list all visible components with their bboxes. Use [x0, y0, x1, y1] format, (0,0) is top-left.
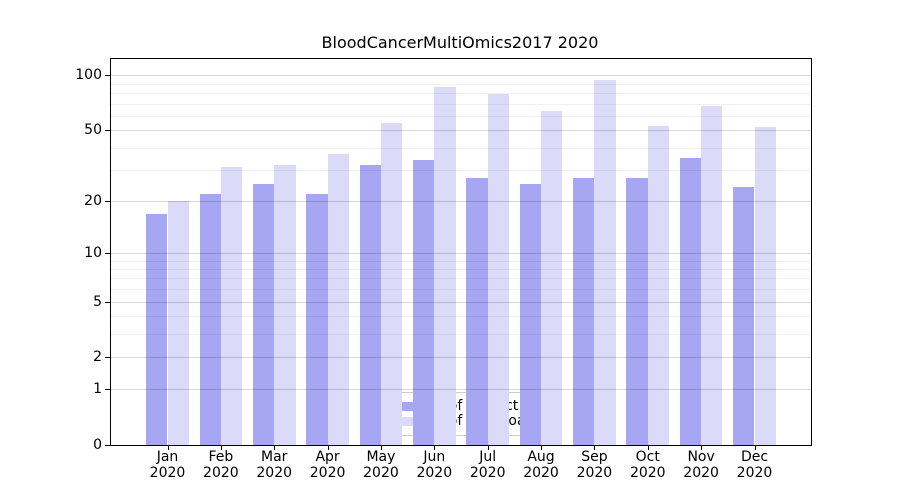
bar-downloads-jan — [167, 201, 189, 445]
x-tick-year-nov: 2020 — [683, 464, 719, 481]
y-tick-label-5: 5 — [93, 293, 102, 310]
x-tick-label-jul: Jul 2020 — [456, 449, 520, 481]
x-tick-mark-may — [380, 445, 382, 450]
x-tick-month-nov: Nov — [687, 449, 715, 465]
bar-downloads-dec — [754, 127, 776, 445]
y-tick-label-50: 50 — [84, 122, 102, 139]
bar-downloads-may — [380, 122, 403, 445]
y-tick-mark-5 — [105, 301, 110, 303]
x-tick-mark-sep — [594, 445, 596, 450]
x-tick-year-aug: 2020 — [523, 464, 559, 481]
x-tick-month-aug: Aug — [527, 449, 555, 465]
bar-ips-may — [359, 165, 381, 445]
x-tick-year-oct: 2020 — [629, 464, 666, 481]
gridline-minor-80 — [111, 93, 811, 95]
x-tick-month-jul: Jul — [479, 449, 497, 465]
x-tick-label-aug: Aug 2020 — [509, 449, 573, 481]
legend-item-downloads: Nb of downloads — [387, 414, 542, 429]
y-tick-mark-10 — [105, 252, 110, 254]
x-tick-year-feb: 2020 — [203, 464, 239, 481]
x-tick-label-jun: Jun 2020 — [402, 449, 466, 481]
x-tick-label-nov: Nov 2020 — [669, 449, 733, 481]
y-tick-label-100: 100 — [75, 67, 102, 84]
y-tick-label-10: 10 — [84, 244, 102, 261]
y-tick-mark-1 — [105, 389, 110, 391]
y-tick-mark-100 — [105, 75, 110, 77]
x-tick-year-mar: 2020 — [256, 464, 293, 481]
bar-downloads-sep — [594, 79, 616, 445]
bar-downloads-aug — [541, 110, 563, 445]
bar-ips-feb — [199, 193, 221, 445]
legend-item-ips: Nb of distinct IPs — [387, 399, 542, 414]
x-tick-year-jan: 2020 — [149, 464, 186, 481]
x-tick-year-sep: 2020 — [576, 464, 613, 481]
bar-ips-sep — [573, 178, 595, 445]
x-tick-month-mar: Mar — [261, 449, 288, 465]
y-tick-label-20: 20 — [84, 193, 102, 210]
x-tick-mark-mar — [274, 445, 276, 450]
bar-downloads-jul — [487, 94, 510, 445]
x-tick-year-apr: 2020 — [309, 464, 346, 481]
bar-ips-oct — [626, 178, 648, 445]
x-tick-label-jan: Jan 2020 — [136, 449, 200, 481]
x-tick-month-dec: Dec — [740, 449, 769, 465]
chart-title: BloodCancerMultiOmics2017 2020 — [321, 33, 599, 52]
x-tick-year-jul: 2020 — [469, 464, 506, 481]
y-tick-mark-20 — [105, 201, 110, 203]
x-tick-month-jun: Jun — [423, 449, 446, 465]
bar-downloads-nov — [701, 105, 723, 445]
y-tick-label-0: 0 — [93, 437, 102, 453]
y-tick-mark-2 — [105, 357, 110, 359]
x-tick-label-oct: Oct 2020 — [616, 449, 680, 481]
bar-downloads-mar — [274, 165, 296, 445]
x-tick-year-may: 2020 — [363, 464, 399, 481]
x-tick-mark-apr — [327, 445, 329, 450]
bar-downloads-feb — [220, 167, 243, 445]
gridline-100 — [111, 75, 811, 77]
y-tick-label-1: 1 — [93, 381, 102, 398]
x-tick-month-may: May — [366, 449, 396, 465]
x-tick-mark-feb — [220, 445, 222, 450]
x-tick-mark-oct — [647, 445, 649, 450]
x-tick-month-apr: Apr — [315, 449, 340, 465]
x-tick-month-oct: Oct — [635, 449, 660, 465]
x-tick-month-sep: Sep — [581, 449, 608, 465]
bar-downloads-jun — [434, 87, 456, 445]
gridline-minor-70 — [111, 103, 811, 105]
x-tick-mark-jun — [434, 445, 436, 450]
y-tick-mark-50 — [105, 130, 110, 132]
bar-ips-aug — [519, 184, 542, 445]
plot-area: Nb of distinct IPsNb of downloads — [110, 58, 812, 446]
x-tick-label-dec: Dec 2020 — [723, 449, 787, 481]
x-tick-mark-aug — [541, 445, 543, 450]
gridline-minor-90 — [111, 83, 811, 85]
bar-downloads-oct — [647, 125, 670, 445]
x-tick-year-jun: 2020 — [416, 464, 453, 481]
bar-ips-dec — [733, 187, 755, 445]
x-tick-mark-nov — [701, 445, 703, 450]
x-tick-label-sep: Sep 2020 — [562, 449, 626, 481]
bar-ips-jul — [466, 178, 488, 445]
x-tick-label-feb: Feb 2020 — [189, 449, 253, 481]
x-tick-label-may: May 2020 — [349, 449, 413, 481]
x-tick-mark-dec — [754, 445, 756, 450]
bar-ips-apr — [306, 193, 328, 445]
x-tick-label-apr: Apr 2020 — [296, 449, 360, 481]
y-tick-label-2: 2 — [93, 349, 102, 366]
x-tick-mark-jan — [167, 445, 169, 450]
x-tick-month-jan: Jan — [156, 449, 179, 465]
x-tick-mark-jul — [487, 445, 489, 450]
bar-ips-mar — [252, 184, 275, 445]
x-tick-year-dec: 2020 — [736, 464, 773, 481]
x-tick-label-mar: Mar 2020 — [242, 449, 306, 481]
bar-ips-jan — [146, 213, 168, 445]
x-tick-month-feb: Feb — [208, 449, 234, 465]
bar-downloads-apr — [327, 153, 349, 445]
y-tick-mark-0 — [105, 445, 110, 446]
bar-ips-jun — [412, 160, 435, 445]
bar-ips-nov — [679, 158, 702, 445]
